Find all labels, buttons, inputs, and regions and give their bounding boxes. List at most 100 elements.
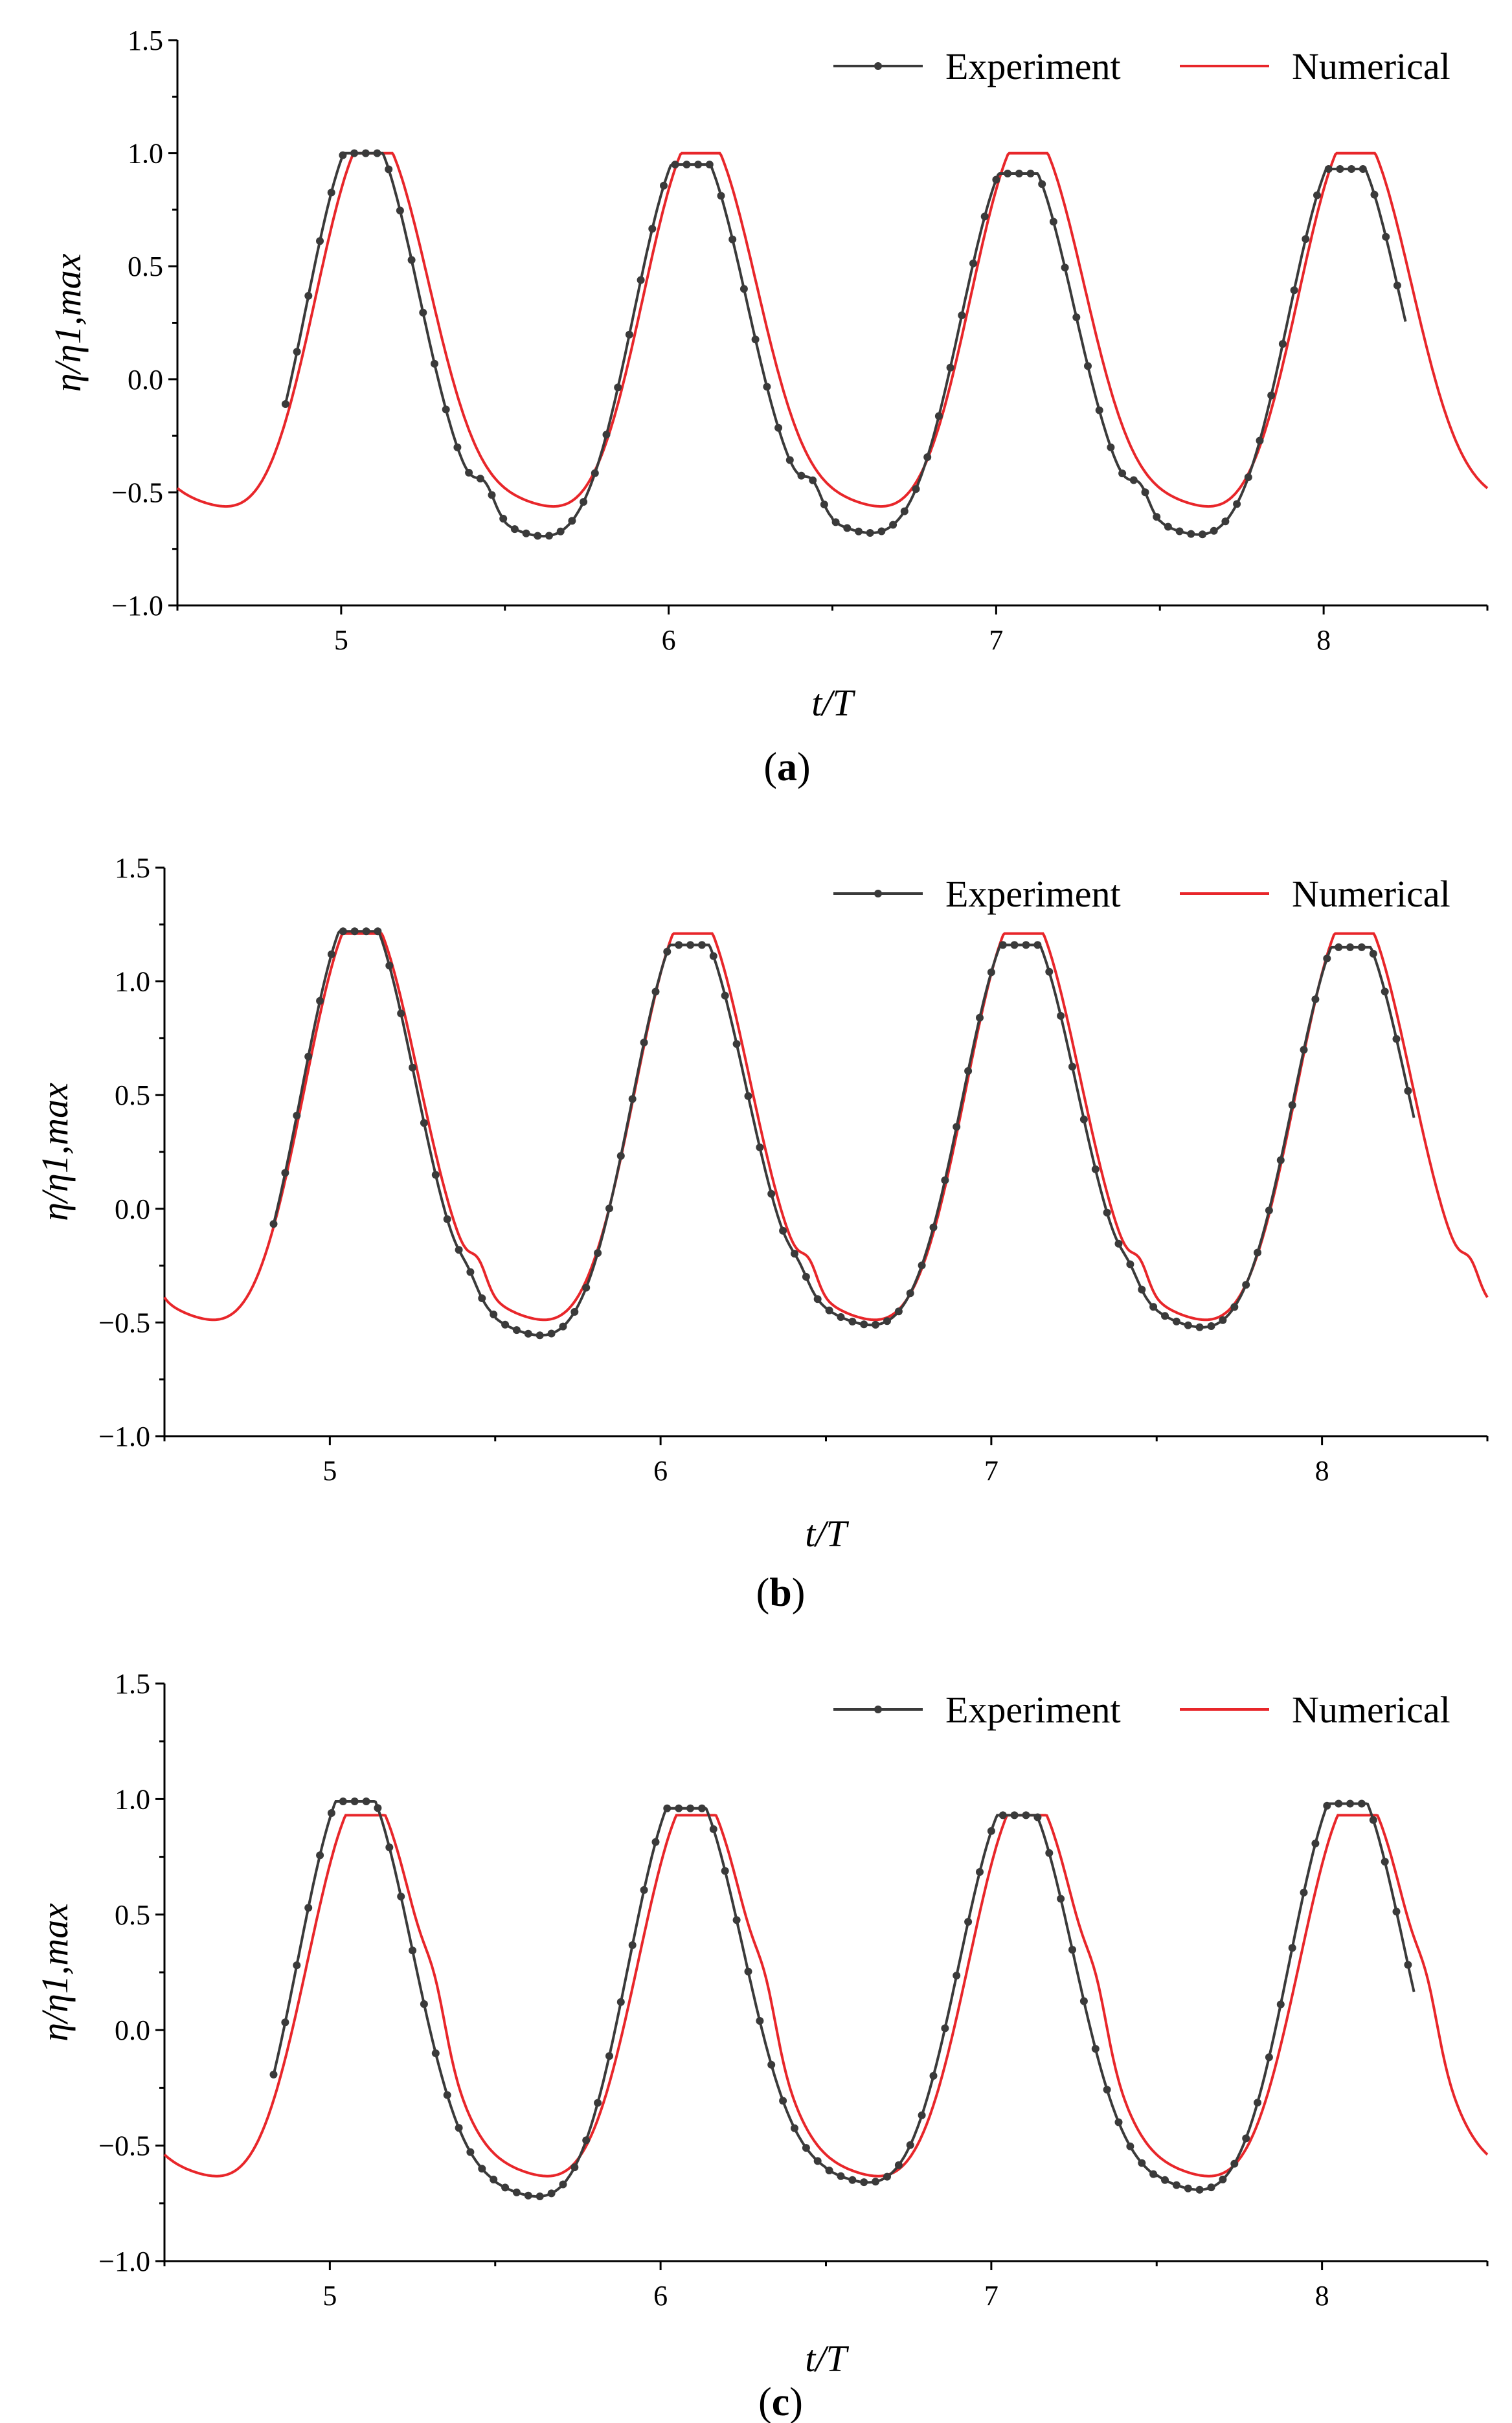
y-tick-label: 1.0 <box>128 138 163 170</box>
experiment-data-point <box>999 1811 1007 1820</box>
experiment-data-point <box>431 2049 440 2057</box>
y-tick-label: 0.0 <box>128 364 163 396</box>
experiment-data-point <box>1404 1087 1412 1095</box>
experiment-data-point <box>1129 476 1138 484</box>
experiment-data-point <box>1172 2181 1180 2189</box>
experiment-data-point <box>802 1272 810 1281</box>
experiment-data-point <box>582 2136 591 2145</box>
experiment-data-point <box>420 2000 428 2008</box>
experiment-data-point <box>1161 1312 1169 1320</box>
experiment-data-point <box>1233 500 1241 508</box>
y-axis-title-group: η/η1,max <box>47 253 89 392</box>
experiment-data-point <box>744 1092 752 1100</box>
experiment-data-point <box>1244 473 1252 481</box>
experiment-data-point <box>929 1223 938 1232</box>
experiment-data-point <box>501 2183 510 2192</box>
experiment-data-point <box>582 1283 591 1292</box>
experiment-data-point <box>559 2180 567 2189</box>
experiment-data-point <box>1254 2099 1261 2107</box>
experiment-data-point <box>889 521 897 529</box>
experiment-data-point <box>1084 362 1092 370</box>
experiment-data-point <box>1010 1811 1019 1820</box>
experiment-data-point <box>1323 954 1331 963</box>
experiment-data-point <box>269 2070 278 2079</box>
experiment-data-point <box>327 188 335 197</box>
experiment-data-point <box>602 431 611 439</box>
experiment-data-point <box>721 991 729 1000</box>
experiment-data-point <box>739 285 748 293</box>
experiment-data-point <box>293 348 301 356</box>
experiment-data-point <box>409 1946 417 1955</box>
experiment-data-point <box>640 1886 648 1894</box>
experiment-data-point <box>501 1320 510 1329</box>
experiment-data-point <box>476 475 484 483</box>
experiment-data-point <box>1187 530 1195 538</box>
experiment-data-point <box>785 456 794 464</box>
experiment-data-point <box>466 1268 475 1276</box>
experiment-data-point <box>1049 218 1057 226</box>
experiment-data-point <box>1369 1816 1377 1824</box>
experiment-data-point <box>431 1171 440 1179</box>
experiment-data-point <box>1392 1908 1401 1916</box>
x-tick-label: 6 <box>653 2280 668 2312</box>
experiment-data-point <box>374 1804 382 1812</box>
experiment-data-point <box>1095 406 1103 414</box>
experiment-data-point <box>637 276 645 284</box>
experiment-data-point <box>958 311 966 319</box>
experiment-data-point <box>466 2148 475 2156</box>
experiment-data-point <box>1256 436 1264 445</box>
legend-experiment-marker <box>874 1706 882 1713</box>
x-tick-label: 5 <box>322 2280 337 2312</box>
experiment-data-point <box>397 1009 405 1018</box>
experiment-data-point <box>1057 1895 1065 1903</box>
experiment-data-point <box>1242 1281 1250 1289</box>
experiment-data-point <box>1382 232 1390 241</box>
legend-experiment-marker <box>874 62 882 70</box>
experiment-data-point <box>848 2176 857 2184</box>
experiment-data-point <box>651 1838 660 1846</box>
experiment-data-point <box>663 947 671 956</box>
experiment-data-point <box>1114 2118 1123 2126</box>
experiment-data-point <box>751 335 760 344</box>
y-tick-label: −0.5 <box>98 1307 150 1338</box>
experiment-data-point <box>625 330 633 339</box>
legend-numerical-label: Numerical <box>1292 45 1450 87</box>
experiment-data-point <box>675 941 683 949</box>
experiment-data-point <box>648 225 657 233</box>
experiment-data-point <box>1370 190 1379 199</box>
experiment-data-point <box>490 1311 498 1318</box>
y-tick-label: −0.5 <box>111 477 163 508</box>
experiment-data-point <box>1254 1248 1261 1257</box>
experiment-data-point <box>547 2189 556 2198</box>
experiment-data-point <box>524 1329 532 1338</box>
x-tick-label: 8 <box>1315 1455 1329 1487</box>
experiment-data-point <box>1033 1813 1042 1821</box>
experiment-data-point <box>883 1317 891 1325</box>
experiment-data-point <box>1300 1888 1308 1897</box>
experiment-data-point <box>396 207 404 215</box>
experiment-data-point <box>894 1307 903 1316</box>
x-tick-label: 5 <box>322 1455 337 1487</box>
experiment-data-point <box>628 1095 637 1103</box>
experiment-data-point <box>813 1295 822 1303</box>
y-tick-label: 0.0 <box>115 2014 150 2046</box>
y-axis-title: η/η1,max <box>34 1903 76 2042</box>
experiment-data-point <box>992 175 1000 184</box>
experiment-data-point <box>453 443 462 451</box>
experiment-data-point <box>860 1320 868 1329</box>
experiment-data-point <box>987 1827 995 1835</box>
experiment-data-point <box>675 1804 683 1812</box>
experiment-data-point <box>918 2111 926 2119</box>
experiment-data-point <box>671 161 679 169</box>
x-tick-label: 6 <box>653 1455 668 1487</box>
panel-label: (b) <box>756 1571 806 1615</box>
experiment-data-point <box>1153 513 1161 521</box>
experiment-data-point <box>1172 1317 1180 1325</box>
experiment-data-point <box>763 383 771 391</box>
y-axis-title-group: η/η1,max <box>34 1903 76 2042</box>
experiment-data-point <box>934 412 943 420</box>
experiment-data-point <box>616 1152 625 1160</box>
experiment-data-point <box>1107 443 1115 451</box>
experiment-data-point <box>478 1294 486 1302</box>
experiment-data-point <box>293 1961 301 1970</box>
